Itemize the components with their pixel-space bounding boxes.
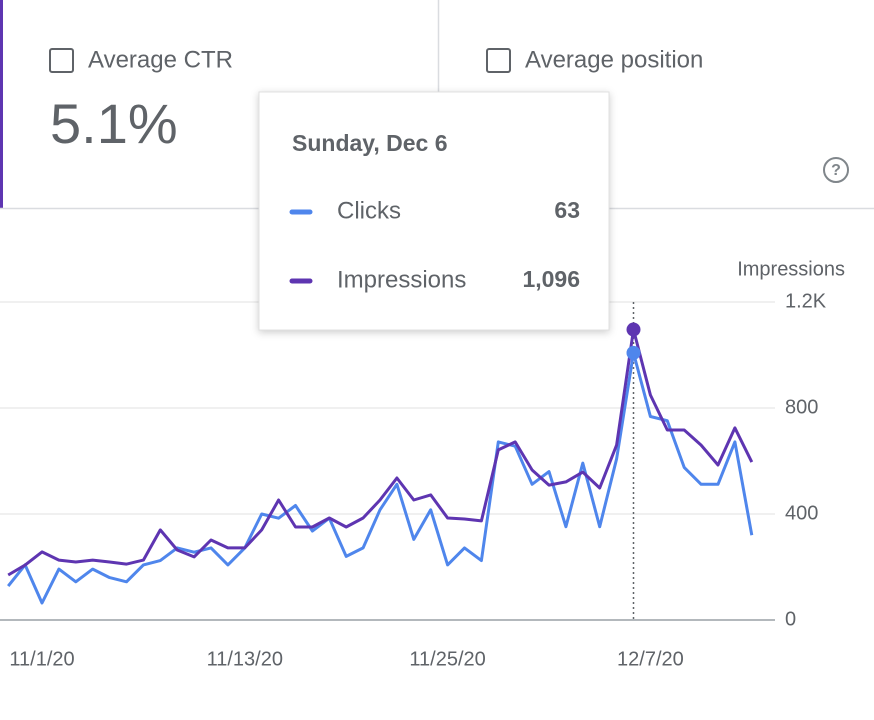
tooltip: Sunday, Dec 6 Clicks 63 Impressions 1,09… — [258, 91, 610, 331]
y2-tick-label: 800 — [785, 396, 818, 418]
card-label: Average CTR — [88, 46, 233, 73]
help-glyph: ? — [831, 162, 841, 179]
y2-tick-label: 400 — [785, 502, 818, 524]
tooltip-series: Clicks — [337, 197, 401, 224]
card-selected-bar — [0, 0, 3, 208]
series-line — [7, 328, 754, 577]
help-icon[interactable]: ? — [823, 157, 849, 183]
x-tick-label: 11/25/20 — [409, 648, 485, 670]
y2-tick-label: 0 — [785, 608, 796, 630]
tooltip-value: 1,096 — [522, 266, 580, 292]
tooltip-series: Impressions — [337, 266, 466, 293]
hover-dot — [626, 322, 641, 337]
hover-dot — [626, 345, 641, 360]
axis-title: Impressions — [737, 258, 845, 280]
series-line — [7, 351, 754, 605]
x-tick-label: 11/1/20 — [9, 648, 74, 670]
tooltip-title: Sunday, Dec 6 — [292, 130, 448, 156]
x-tick-label: 12/7/20 — [617, 648, 684, 670]
y2-tick-label: 1.2K — [785, 290, 827, 312]
help-circle — [823, 157, 849, 183]
plot: 0 400 800 1.2K 11/1/20 11/13/20 11/25/20 12/7/2… — [0, 290, 827, 670]
card-value: 5.1% — [50, 92, 178, 155]
checkbox[interactable] — [486, 48, 511, 73]
card-label: Average position — [525, 46, 703, 73]
x-tick-label: 11/13/20 — [207, 648, 283, 670]
checkbox[interactable] — [49, 48, 74, 73]
tooltip-value: 63 — [554, 197, 580, 223]
tooltip-box — [258, 91, 610, 331]
